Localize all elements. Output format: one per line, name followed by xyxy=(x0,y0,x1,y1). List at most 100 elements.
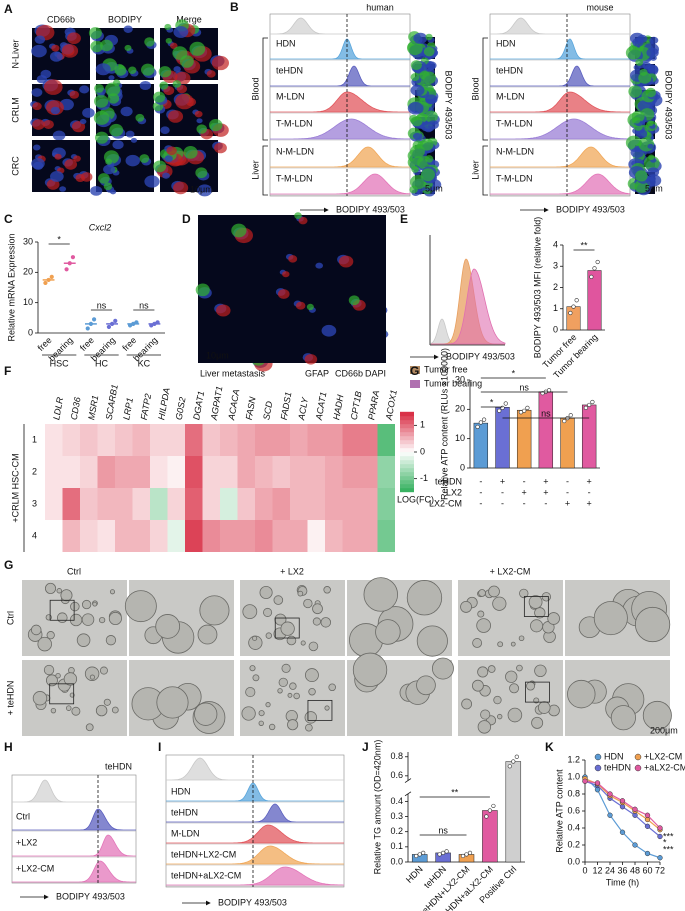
heatmap-cell xyxy=(45,520,63,552)
stain xyxy=(94,83,104,93)
data-point xyxy=(134,320,139,325)
gene-label: ACACA xyxy=(226,388,241,421)
y-tick-label: 0.4 xyxy=(390,796,403,806)
bracket xyxy=(262,145,268,196)
significance-label: * xyxy=(57,234,61,244)
condition-sign: - xyxy=(479,498,482,508)
y-tick-label: 0.4 xyxy=(567,822,580,832)
organoid xyxy=(63,672,78,686)
gene-label: FATP2 xyxy=(139,393,153,421)
heatmap-cell xyxy=(342,488,360,520)
data-point xyxy=(478,420,483,425)
data-point xyxy=(484,814,489,819)
stain xyxy=(410,144,425,159)
organoid xyxy=(505,670,518,683)
organoid xyxy=(45,674,58,687)
stain xyxy=(211,55,229,71)
histogram xyxy=(270,146,410,168)
heatmap-cell xyxy=(272,424,290,456)
data-point xyxy=(460,853,466,859)
gene-label: ACAT1 xyxy=(314,391,329,422)
stain xyxy=(93,110,110,125)
group-label: Liver xyxy=(250,160,260,180)
significance-label: *** xyxy=(663,844,674,854)
x-tick-label: 0 xyxy=(582,865,587,875)
group-label: Liver xyxy=(470,160,480,180)
nucleus xyxy=(49,51,63,62)
data-point xyxy=(106,324,112,330)
panel-label: E xyxy=(400,212,408,226)
row-label: 4 xyxy=(32,530,37,540)
organoid xyxy=(509,683,520,694)
organoid xyxy=(108,611,122,626)
organoid xyxy=(528,595,543,609)
series-point xyxy=(619,829,626,835)
heatmap-cell xyxy=(237,456,255,488)
heatmap-cell xyxy=(150,488,168,520)
histogram xyxy=(12,808,136,831)
histogram xyxy=(490,118,631,140)
bar xyxy=(482,810,498,863)
x-tick-label: 72 xyxy=(655,865,665,875)
organoid xyxy=(516,664,523,672)
gene-label: FADS1 xyxy=(279,391,294,421)
series-point xyxy=(632,842,638,848)
column-header: CD66b xyxy=(47,14,75,24)
legend-swatch xyxy=(410,380,420,388)
heatmap-cell xyxy=(97,424,115,456)
stain xyxy=(645,87,657,98)
legend-label: +aLX2-CM xyxy=(644,762,685,772)
x-axis-label: BODIPY 493/503 xyxy=(446,351,515,361)
organoid xyxy=(497,713,503,720)
organoid xyxy=(124,590,157,623)
nucleus xyxy=(108,75,115,81)
nucleus xyxy=(123,25,133,33)
heatmap-cell xyxy=(80,488,98,520)
stain xyxy=(179,55,194,68)
row-label: CRLM xyxy=(10,97,20,123)
condition-sign: - xyxy=(523,476,526,486)
row-label: M-LDN xyxy=(276,91,305,101)
stain xyxy=(90,40,104,53)
colorbar-step xyxy=(400,471,414,477)
organoid xyxy=(593,601,628,636)
organoid xyxy=(510,641,516,647)
y-tick-label: 0.0 xyxy=(567,856,580,866)
data-point xyxy=(467,850,473,856)
organoid xyxy=(308,688,316,696)
colorbar-step xyxy=(400,431,414,437)
heatmap-cell xyxy=(115,488,133,520)
stain xyxy=(54,153,62,160)
data-point xyxy=(590,399,595,405)
organoid xyxy=(431,657,454,680)
organoid xyxy=(60,589,73,602)
stain xyxy=(183,146,198,159)
panel-label: J xyxy=(362,740,369,754)
row-label: N-Liver xyxy=(10,39,20,68)
colorbar-step xyxy=(400,419,414,425)
organoid xyxy=(289,682,297,690)
organoid xyxy=(320,617,332,628)
heatmap-cell xyxy=(202,424,220,456)
organoid xyxy=(363,577,398,612)
organoid xyxy=(71,706,81,716)
legend-label: teHDN xyxy=(604,762,631,772)
data-point xyxy=(67,261,72,266)
heatmap-cell xyxy=(45,456,63,488)
series-point xyxy=(644,823,651,829)
heatmap-cell xyxy=(97,488,115,520)
organoid xyxy=(55,673,61,679)
y-tick-label: 20 xyxy=(455,404,465,414)
series-point xyxy=(632,806,638,812)
data-point xyxy=(109,321,115,327)
organoid xyxy=(476,618,491,633)
data-point xyxy=(441,850,446,856)
nucleus xyxy=(130,137,138,143)
y-tick-label: 0.0 xyxy=(390,856,403,866)
nucleus xyxy=(321,324,337,337)
data-point xyxy=(70,255,76,260)
organoid xyxy=(92,601,98,607)
nucleus xyxy=(112,140,124,150)
nucleus xyxy=(649,176,656,182)
